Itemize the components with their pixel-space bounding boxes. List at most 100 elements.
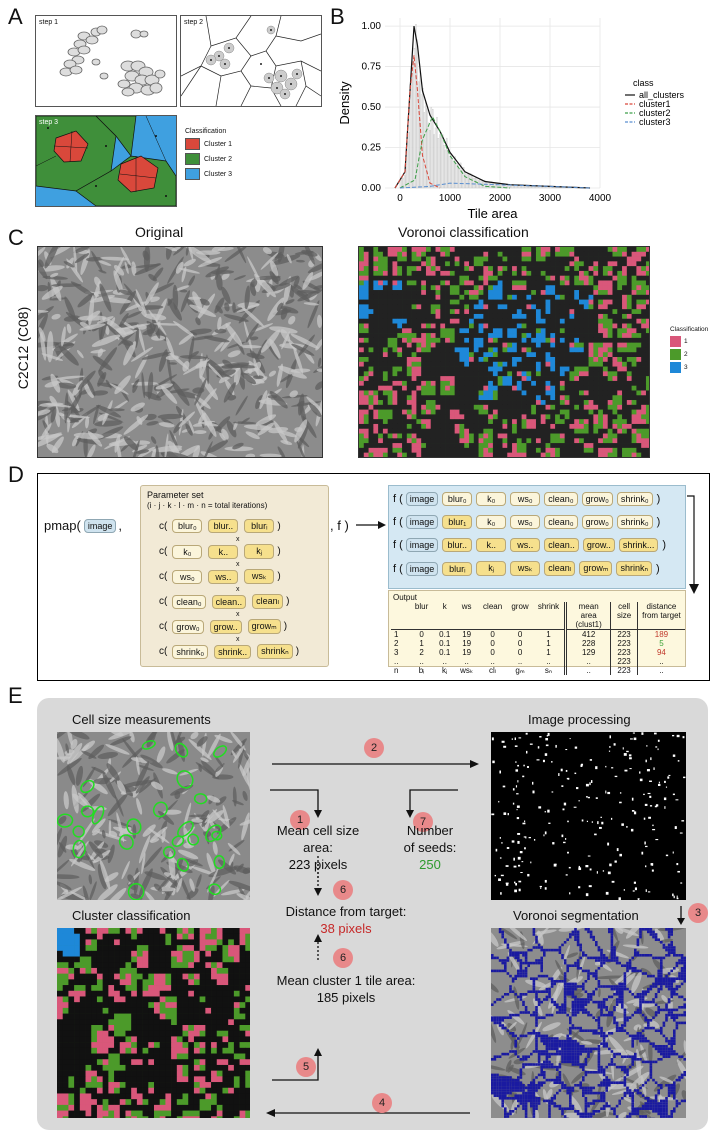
voronoi-pixel [631,304,637,310]
seed-dot [561,785,564,787]
voronoi-pixel [636,290,642,296]
seed-dot [623,753,627,756]
voronoi-pixel [612,376,618,382]
voronoi-pixel [574,352,580,358]
voronoi-pixel [478,251,484,257]
voronoi-pixel [142,956,149,963]
voronoi-pixel [445,395,451,401]
cell-shape [167,298,182,321]
cell-shape [206,852,216,876]
voronoi-pixel [96,962,103,969]
image-chip: image [405,561,439,576]
voronoi-pixel [79,1013,86,1020]
voronoi-pixel [445,447,451,453]
cell-shape [214,328,227,334]
voronoi-pixel [459,304,465,310]
voronoi-pixel [602,290,608,296]
voronoi-pixel [545,251,551,257]
voronoi-pixel [421,256,427,262]
voronoi-pixel [631,261,637,267]
voronoi-pixel [449,376,455,382]
voronoi-pixel [626,337,632,343]
voronoi-pixel [74,1024,81,1032]
seed-dot [500,892,502,895]
voronoi-pixel [602,328,608,334]
voronoi-pixel [622,400,628,406]
voronoi-pixel [171,1070,178,1077]
image-chip: image [405,492,439,506]
voronoi-pixel [622,266,628,272]
voronoi-pixel [641,247,647,253]
voronoi-pixel [392,443,398,449]
voronoi-pixel [425,423,432,430]
voronoi-pixel [492,275,498,281]
table-header-cell: grow [507,602,533,630]
voronoi-pixel [488,309,494,315]
voronoi-pixel [488,404,494,410]
voronoi-pixel [555,256,561,262]
voronoi-pixel [478,299,484,305]
voronoi-pixel [435,400,441,406]
voronoi-pixel [454,423,460,430]
voronoi-pixel [119,1007,126,1014]
voronoi-pixel [91,973,98,980]
voronoi-pixel [435,337,441,343]
voronoi-pixel [492,270,498,276]
voronoi-pixel [526,414,532,420]
voronoi-pixel [555,275,561,281]
voronoi-pixel [148,956,155,963]
voronoi-pixel [526,361,532,367]
f-label: f ( [393,562,403,575]
voronoi-pixel [425,385,432,391]
voronoi-pixel [91,1019,98,1026]
seed-dot [643,817,646,820]
voronoi-pixel [641,395,647,401]
voronoi-pixel [74,1007,81,1014]
voronoi-pixel [79,933,86,940]
voronoi-pixel [612,318,618,324]
voronoi-pixel [211,1042,218,1049]
voronoi-pixel [425,247,432,253]
voronoi-pixel [411,290,417,296]
voronoi-pixel [416,414,422,420]
voronoi-pixel [512,270,518,276]
voronoi-pixel [483,447,489,453]
voronoi-pixel [507,414,513,420]
voronoi-pixel [359,404,365,410]
voronoi-pixel [497,352,503,358]
voronoi-pixel [459,280,465,286]
voronoi-pixel [363,385,369,391]
voronoi-pixel [449,419,455,425]
voronoi-pixel [68,1042,75,1049]
voronoi-pixel [159,1070,166,1077]
voronoi-pixel [483,280,489,286]
voronoi-pixel [579,438,585,444]
voronoi-pixel [363,270,369,276]
voronoi-pixel [583,323,589,329]
voronoi-pixel [411,400,417,406]
cell-shape [57,881,72,891]
cell-shape [98,347,118,372]
seed-dot [596,871,598,874]
voronoi-pixel [602,433,608,439]
voronoi-pixel [79,1076,86,1083]
voronoi-pixel [159,933,166,940]
voronoi-pixel [626,251,632,257]
voronoi-pixel [507,361,513,367]
voronoi-pixel [430,438,436,444]
voronoi-pixel [622,309,628,315]
voronoi-pixel [526,261,532,267]
voronoi-pixel [483,404,489,410]
voronoi-pixel [526,433,532,439]
voronoi-pixel [188,928,195,935]
voronoi-pixel [526,256,532,262]
voronoi-pixel [205,1007,212,1014]
cell-shape [222,359,234,369]
voronoi-pixel [459,428,465,434]
voronoi-pixel [545,261,551,267]
voronoi-pixel [411,347,417,353]
seed-dot [547,732,550,736]
voronoi-pixel [397,414,403,420]
voronoi-pixel [153,1030,161,1037]
voronoi-pixel [602,280,608,286]
